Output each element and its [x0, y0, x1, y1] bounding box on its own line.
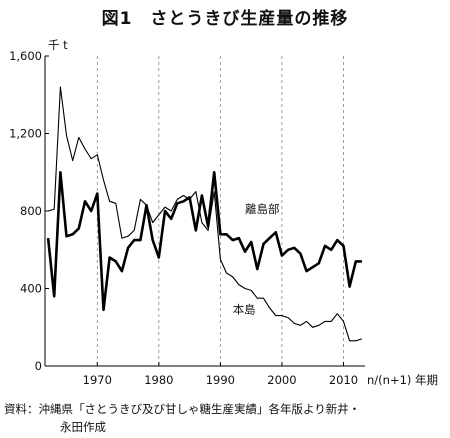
source-line-1: 資料：沖縄県「さとうきび及び甘しゃ糖生産実績」各年版より新井・ [4, 402, 361, 416]
y-tick-label: 0 [35, 359, 42, 373]
x-tick-label: 1990 [206, 373, 235, 387]
series-label-1: 離島部 [245, 202, 280, 216]
x-tick-label: 2000 [267, 373, 296, 387]
x-tick-label: 1980 [144, 373, 173, 387]
y-axis-label: 千 t [48, 38, 68, 52]
series-line-1 [46, 171, 362, 312]
chart-title: 図1 さとうきび生産量の推移 [101, 9, 349, 29]
y-tick-label: 400 [20, 282, 42, 296]
x-tick-label: 2010 [329, 373, 358, 387]
y-tick-label: 800 [20, 204, 42, 218]
series-label-2: 本島 [233, 303, 256, 317]
x-axis-label: n/(n+1) 年期 [367, 373, 438, 387]
source-line-2: 永田作成 [60, 420, 106, 434]
y-tick-label: 1,600 [9, 49, 42, 63]
series-line-2 [47, 86, 363, 342]
x-tick-label: 1970 [83, 373, 112, 387]
source-note: 資料：沖縄県「さとうきび及び甘しゃ糖生産実績」各年版より新井・ 永田作成 [4, 400, 450, 436]
y-tick-label: 1,200 [9, 127, 42, 141]
chart-svg: 0 400 800 1,200 1,600 1970 1980 1990 2000 2010 千 t… [9, 38, 438, 387]
